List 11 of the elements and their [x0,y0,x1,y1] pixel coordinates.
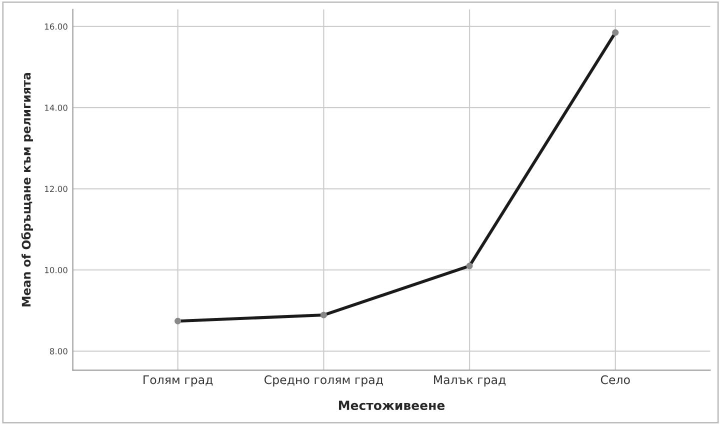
x-tick-label: Средно голям град [264,375,383,386]
x-tick-label: Голям град [144,375,213,386]
y-tick-label: 8.00 [50,348,68,354]
y-axis-title: Mean of Обръщане към религията [21,73,33,306]
y-tick-label: 12.00 [45,186,68,192]
y-tick-label: 14.00 [45,104,68,111]
x-tick-label: Малък град [434,375,506,386]
y-tick-label: 10.00 [45,266,68,274]
x-tick-label: Село [600,375,630,384]
y-tick-label: 16.00 [45,23,68,30]
x-axis-title: Местоживеене [338,400,445,410]
